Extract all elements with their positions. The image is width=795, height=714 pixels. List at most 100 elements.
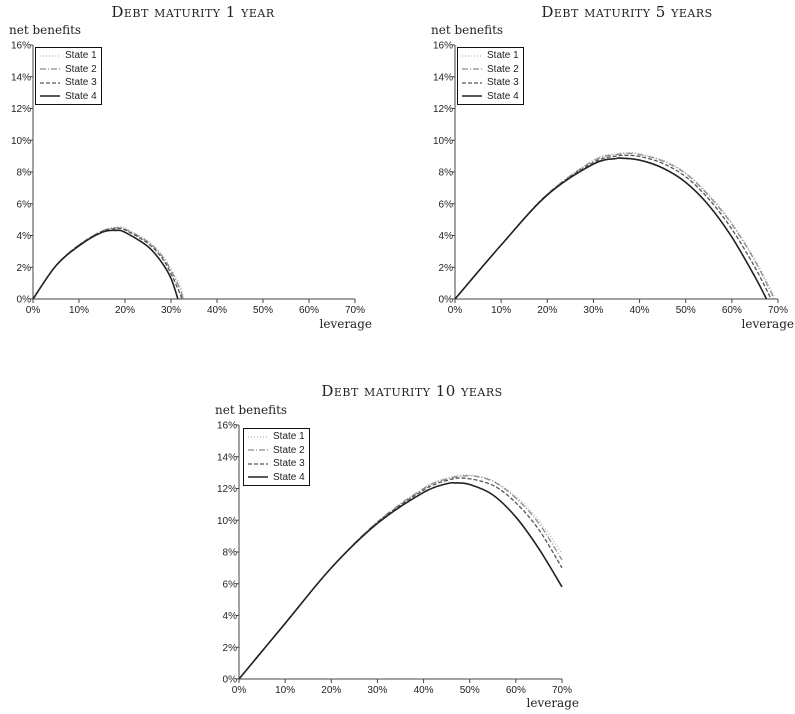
y-tick-label: 10% <box>433 136 453 147</box>
legend-item: State 4 <box>39 90 97 104</box>
y-tick-label: 0% <box>223 675 238 686</box>
x-axis-label: leverage <box>741 317 795 331</box>
x-tick-label: 70% <box>768 305 788 316</box>
y-tick-label: 6% <box>439 199 454 210</box>
x-tick-label: 40% <box>414 685 434 696</box>
y-tick-label: 2% <box>439 263 454 274</box>
legend-swatch <box>462 68 482 70</box>
y-tick-label: 16% <box>433 41 453 52</box>
legend-label: State 3 <box>65 77 97 89</box>
y-tick-label: 0% <box>17 295 32 306</box>
y-axis-label: net benefits <box>431 23 504 37</box>
legend-label: State 1 <box>273 431 305 443</box>
y-tick-label: 12% <box>11 104 31 115</box>
chart-plot-area: 0% 10% 20% 30% 40% 50% 60% 70% 0% 2% 4% 6% 8% 10% 12% 1… <box>11 41 365 317</box>
x-tick-label: 30% <box>161 305 181 316</box>
legend-swatch <box>40 82 60 84</box>
series-line-state-3 <box>238 477 563 680</box>
chart-plot-area: 0% 10% 20% 30% 40% 50% 60% 70% 0% 2% 4% 6% 8% 10% 12% 1… <box>217 421 572 697</box>
chart-plot-area: 0% 10% 20% 30% 40% 50% 60% 70% 0% 2% 4% 6% 8% 10% 12% 1… <box>433 41 788 317</box>
y-tick-label: 12% <box>217 484 237 495</box>
x-tick-label: 50% <box>676 305 696 316</box>
legend-label: State 4 <box>65 90 97 102</box>
legend-item: State 3 <box>461 76 519 90</box>
chart-legend: State 1 State 2 State 3 State 4 <box>457 47 524 105</box>
x-tick-label: 60% <box>506 685 526 696</box>
y-tick-label: 4% <box>17 231 32 242</box>
y-tick-label: 14% <box>217 452 237 463</box>
x-tick-label: 20% <box>321 685 341 696</box>
x-tick-label: 40% <box>207 305 227 316</box>
legend-swatch <box>40 55 60 57</box>
y-tick-label: 16% <box>217 421 237 432</box>
series-line-state-4 <box>32 229 179 300</box>
y-tick-label: 6% <box>223 579 238 590</box>
x-tick-label: 50% <box>460 685 480 696</box>
chart-title: Debt maturity 5 years <box>541 3 713 21</box>
chart-panel-maturity-10: Debt maturity 10 years net benefits leve… <box>186 378 586 714</box>
x-tick-label: 40% <box>630 305 650 316</box>
y-tick-label: 14% <box>11 72 31 83</box>
legend-label: State 2 <box>65 63 97 75</box>
series-line-state-3 <box>454 154 772 300</box>
y-tick-label: 2% <box>223 643 238 654</box>
series-line-state-2 <box>32 226 184 300</box>
legend-item: State 4 <box>461 90 519 104</box>
y-tick-label: 4% <box>439 231 454 242</box>
series-line-state-1 <box>454 151 777 300</box>
y-tick-label: 10% <box>217 516 237 527</box>
legend-swatch <box>40 95 60 98</box>
chart-legend: State 1 State 2 State 3 State 4 <box>243 428 310 486</box>
x-tick-label: 60% <box>299 305 319 316</box>
chart-title: Debt maturity 10 years <box>321 382 503 400</box>
y-tick-label: 0% <box>439 295 454 306</box>
y-tick-label: 16% <box>11 41 31 52</box>
x-tick-label: 70% <box>345 305 365 316</box>
legend-swatch <box>40 68 60 70</box>
y-tick-label: 6% <box>17 199 32 210</box>
legend-item: State 3 <box>247 457 305 471</box>
x-tick-label: 10% <box>491 305 511 316</box>
x-tick-label: 0% <box>448 305 463 316</box>
y-tick-label: 14% <box>433 72 453 83</box>
y-tick-label: 8% <box>223 548 238 559</box>
x-tick-label: 50% <box>253 305 273 316</box>
legend-label: State 3 <box>487 77 519 89</box>
legend-label: State 2 <box>273 444 305 456</box>
x-tick-label: 10% <box>275 685 295 696</box>
legend-swatch <box>248 463 268 465</box>
legend-label: State 3 <box>273 458 305 470</box>
x-tick-label: 30% <box>583 305 603 316</box>
y-tick-label: 12% <box>433 104 453 115</box>
legend-item: State 4 <box>247 471 305 485</box>
legend-item: State 3 <box>39 76 97 90</box>
y-axis-label: net benefits <box>215 403 288 417</box>
y-tick-label: 8% <box>439 168 454 179</box>
y-tick-label: 4% <box>223 611 238 622</box>
x-tick-label: 0% <box>232 685 247 696</box>
legend-label: State 2 <box>487 63 519 75</box>
chart-title: Debt maturity 1 year <box>111 3 275 21</box>
chart-panel-maturity-5: Debt maturity 5 years net benefits lever… <box>398 0 795 340</box>
legend-item: State 2 <box>247 444 305 458</box>
legend-item: State 2 <box>461 63 519 77</box>
x-tick-label: 60% <box>722 305 742 316</box>
x-tick-label: 10% <box>69 305 89 316</box>
legend-swatch <box>248 436 268 438</box>
legend-label: State 4 <box>273 471 305 483</box>
series-line-state-3 <box>32 227 183 300</box>
y-tick-label: 8% <box>17 168 32 179</box>
legend-swatch <box>462 82 482 84</box>
legend-label: State 1 <box>487 50 519 62</box>
y-axis-label: net benefits <box>9 23 82 37</box>
legend-swatch <box>462 95 482 98</box>
x-axis-label: leverage <box>526 696 580 710</box>
x-tick-label: 20% <box>115 305 135 316</box>
chart-panel-maturity-1: Debt maturity 1 year net benefits levera… <box>0 0 395 340</box>
y-tick-label: 10% <box>11 136 31 147</box>
x-tick-label: 70% <box>552 685 572 696</box>
x-tick-label: 0% <box>26 305 41 316</box>
legend-swatch <box>248 476 268 479</box>
legend-item: State 1 <box>247 430 305 444</box>
legend-label: State 4 <box>487 90 519 102</box>
